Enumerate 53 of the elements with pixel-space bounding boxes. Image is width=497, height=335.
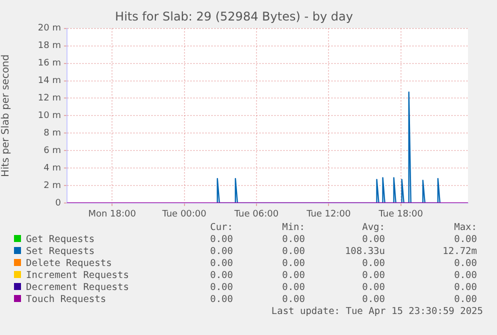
text: Last update: Tue Apr 15 23:30:59 2025 xyxy=(271,306,483,318)
y-axis-title: Hits per Slab per second xyxy=(0,54,12,178)
text: 0.00 xyxy=(454,258,477,270)
y-tick-label: 14 m xyxy=(38,76,61,86)
text: 0.00 xyxy=(210,234,233,246)
text: 12.72m xyxy=(442,246,477,258)
y-tick-label: 16 m xyxy=(38,58,61,69)
x-tick-label: Mon 18:00 xyxy=(88,210,136,220)
y-tick-label: 6 m xyxy=(44,146,61,156)
y-tick-label: 4 m xyxy=(44,163,61,174)
y-tick-label: 18 m xyxy=(38,41,61,52)
text: 0.00 xyxy=(210,258,233,270)
y-tick-label: 0 xyxy=(55,198,62,208)
text: Max: xyxy=(454,222,477,234)
text: 0.00 xyxy=(210,270,233,282)
text: 0.00 xyxy=(362,282,385,294)
x-tick-label: Tue 06:00 xyxy=(233,210,279,220)
text: 108.33u xyxy=(344,246,385,258)
text: 0.00 xyxy=(454,234,477,246)
text: Cur: xyxy=(210,222,233,234)
text: 0.00 xyxy=(362,270,385,282)
text: 0.00 xyxy=(210,246,233,258)
text: 0.00 xyxy=(282,246,305,258)
y-tick-label: 10 m xyxy=(38,111,61,122)
y-tick-label: 20 m xyxy=(38,24,61,34)
text: 0.00 xyxy=(282,258,305,270)
y-tick-label: 8 m xyxy=(44,128,61,139)
text: 0.00 xyxy=(362,258,385,270)
legend-label: Delete Requests xyxy=(25,258,112,270)
text: 0.00 xyxy=(362,294,385,306)
legend-label: Get Requests xyxy=(25,234,95,246)
chart-title: Hits for Slab: 29 (52984 Bytes) - by day xyxy=(115,9,353,24)
text: 0.00 xyxy=(362,234,385,246)
text: 0.00 xyxy=(454,282,477,294)
x-tick-label: Tue 00:00 xyxy=(161,210,207,220)
text: 0.00 xyxy=(282,294,305,306)
text: 0.00 xyxy=(282,282,305,294)
legend-label: Increment Requests xyxy=(25,270,129,282)
legend-label: Touch Requests xyxy=(25,294,106,306)
y-tick-label: 2 m xyxy=(44,180,61,191)
text: Min: xyxy=(282,222,305,234)
text: 0.00 xyxy=(210,282,233,294)
y-tick-label: 12 m xyxy=(38,94,61,104)
x-tick-label: Tue 12:00 xyxy=(306,210,352,220)
text: 0.00 xyxy=(454,294,477,306)
text: Avg: xyxy=(362,222,385,234)
text: 0.00 xyxy=(282,270,305,282)
text: 0.00 xyxy=(454,270,477,282)
legend-label: Set Requests xyxy=(25,246,95,258)
text: 0.00 xyxy=(282,234,305,246)
legend-label: Decrement Requests xyxy=(25,282,129,294)
text: 0.00 xyxy=(210,294,233,306)
x-tick-label: Tue 18:00 xyxy=(378,210,424,220)
